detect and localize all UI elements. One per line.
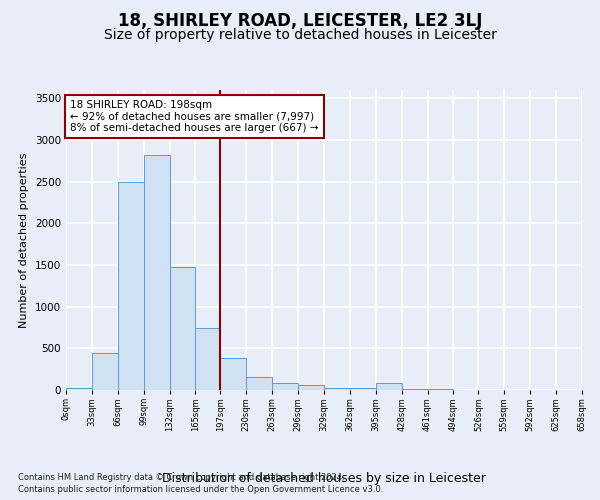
Bar bbox=[220, 358, 247, 390]
Bar bbox=[324, 388, 350, 390]
Bar bbox=[118, 182, 143, 390]
Text: 18, SHIRLEY ROAD, LEICESTER, LE2 3LJ: 18, SHIRLEY ROAD, LEICESTER, LE2 3LJ bbox=[118, 12, 482, 30]
Bar bbox=[298, 386, 324, 390]
Bar bbox=[401, 389, 428, 390]
X-axis label: Distribution of detached houses by size in Leicester: Distribution of detached houses by size … bbox=[162, 472, 486, 486]
Bar bbox=[272, 384, 298, 390]
Bar bbox=[170, 266, 196, 390]
Bar bbox=[247, 376, 272, 390]
Y-axis label: Number of detached properties: Number of detached properties bbox=[19, 152, 29, 328]
Text: Size of property relative to detached houses in Leicester: Size of property relative to detached ho… bbox=[104, 28, 496, 42]
Text: Contains HM Land Registry data © Crown copyright and database right 2024.: Contains HM Land Registry data © Crown c… bbox=[18, 472, 344, 482]
Bar bbox=[143, 155, 170, 390]
Bar bbox=[196, 328, 220, 390]
Text: Contains public sector information licensed under the Open Government Licence v3: Contains public sector information licen… bbox=[18, 485, 383, 494]
Bar bbox=[92, 352, 118, 390]
Bar bbox=[350, 388, 376, 390]
Text: 18 SHIRLEY ROAD: 198sqm
← 92% of detached houses are smaller (7,997)
8% of semi-: 18 SHIRLEY ROAD: 198sqm ← 92% of detache… bbox=[70, 100, 319, 133]
Bar bbox=[376, 384, 401, 390]
Bar bbox=[66, 388, 92, 390]
Bar bbox=[428, 389, 454, 390]
